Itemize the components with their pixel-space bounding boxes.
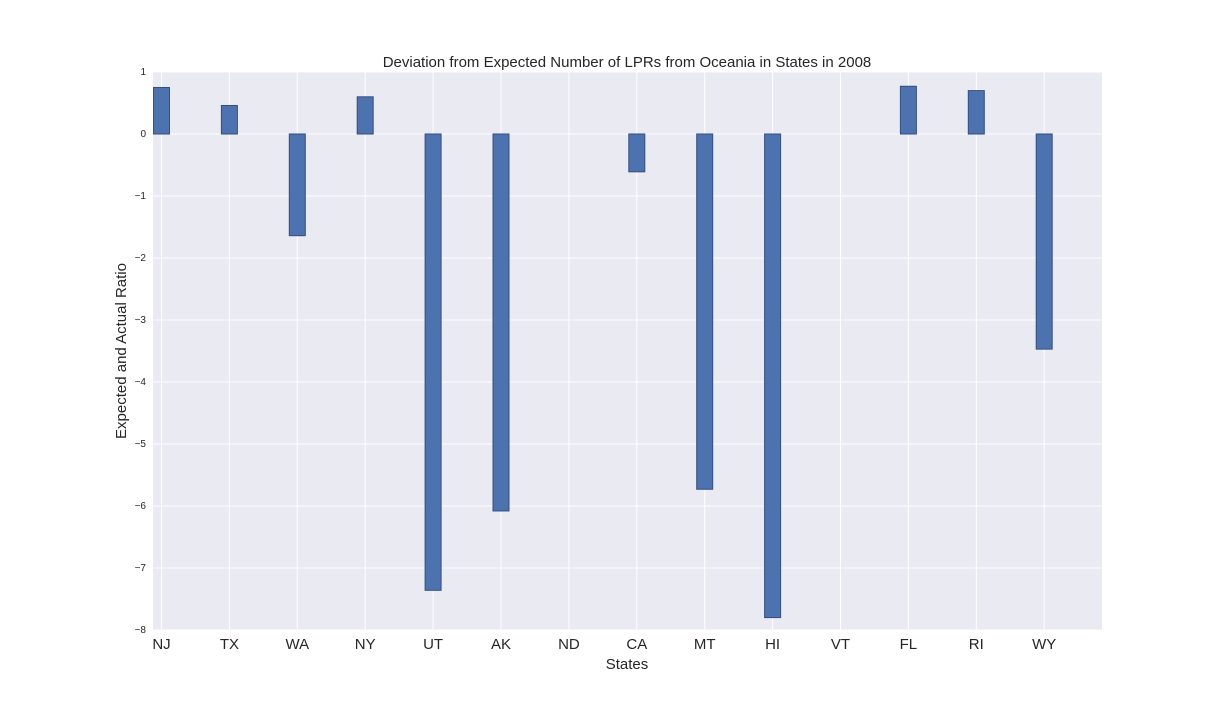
x-tick-label: UT xyxy=(423,636,443,653)
x-tick-label: VT xyxy=(831,636,850,653)
bar-tx xyxy=(220,104,238,135)
y-tick-label: −5 xyxy=(135,439,147,450)
bar-ny xyxy=(356,96,374,135)
bar-ri xyxy=(967,90,985,135)
x-tick-label: NY xyxy=(355,636,376,653)
y-tick-label: −4 xyxy=(135,377,147,388)
y-axis-label: Expected and Actual Ratio xyxy=(113,263,130,439)
y-tick-label: −6 xyxy=(135,501,147,512)
x-tick-label: HI xyxy=(765,636,780,653)
y-tick-label: −3 xyxy=(135,315,147,326)
chart-title: Deviation from Expected Number of LPRs f… xyxy=(383,54,872,71)
y-tick-label: −8 xyxy=(135,625,147,636)
y-tick-label: 1 xyxy=(140,67,146,78)
x-tick-label: NJ xyxy=(152,636,170,653)
bar-wa xyxy=(288,133,306,237)
bar-mt xyxy=(696,133,714,490)
x-tick-label: AK xyxy=(491,636,511,653)
x-tick-label: TX xyxy=(220,636,239,653)
y-tick-label: 0 xyxy=(140,129,146,140)
x-tick-label: WA xyxy=(285,636,309,653)
bar-nj xyxy=(153,87,170,135)
bar-ut xyxy=(424,133,442,591)
bar-fl xyxy=(899,85,917,135)
x-tick-labels: NJ TX WA NY UT AK ND CA MT HI VT FL RI WY xyxy=(152,636,1056,653)
x-tick-label: CA xyxy=(626,636,647,653)
y-tick-labels: 1 0 −1 −2 −3 −4 −5 −6 −7 −8 xyxy=(135,67,147,636)
y-tick-label: −7 xyxy=(135,563,147,574)
bar-ca xyxy=(628,133,646,173)
x-tick-label: MT xyxy=(694,636,716,653)
bars xyxy=(153,85,1053,619)
x-tick-label: FL xyxy=(900,636,918,653)
y-tick-label: −1 xyxy=(135,191,147,202)
x-tick-label: WY xyxy=(1032,636,1056,653)
bar-ak xyxy=(492,133,510,512)
bar-wy xyxy=(1035,133,1053,350)
x-tick-label: RI xyxy=(969,636,984,653)
y-tick-label: −2 xyxy=(135,253,147,264)
plot-area xyxy=(153,72,1102,630)
x-axis-label: States xyxy=(606,656,649,673)
x-tick-label: ND xyxy=(558,636,580,653)
bar-hi xyxy=(764,133,782,619)
